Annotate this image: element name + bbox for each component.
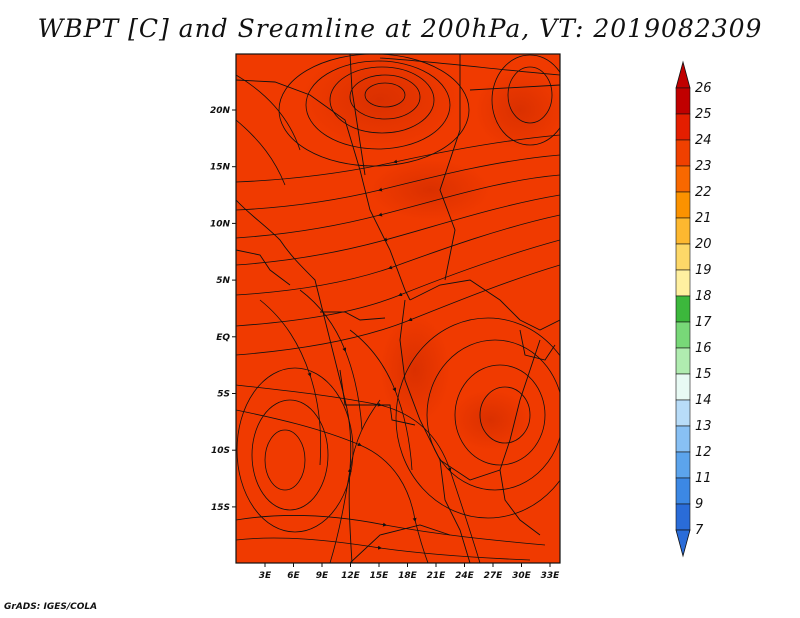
colorbar-segment <box>675 113 691 141</box>
colorbar-segment <box>675 347 691 375</box>
lon-tick-label: 18E <box>398 571 418 581</box>
colorbar-segment <box>675 425 691 453</box>
country-borders <box>236 54 560 563</box>
map-frame <box>235 53 561 564</box>
lon-tick-label: 30E <box>512 571 532 581</box>
colorbar-arrow-bottom <box>675 529 691 558</box>
colorbar-label: 14 <box>695 393 712 408</box>
longitude-axis: 3E 6E 9E 12E 15E 18E 21E 24E 27E 30E 33E <box>259 563 560 581</box>
lat-tick-label: EQ <box>216 333 230 343</box>
lat-tick-label: 10N <box>210 219 231 229</box>
colorbar-label: 20 <box>695 237 712 252</box>
colorbar-segment <box>675 269 691 297</box>
colorbar-segment <box>675 477 691 505</box>
chart-title: WBPT [C] and Sreamline at 200hPa, VT: 20… <box>37 14 763 43</box>
colorbar-segment <box>675 451 691 479</box>
colorbar-label: 26 <box>695 81 712 96</box>
lon-tick-label: 33E <box>541 571 561 581</box>
colorbar-segment <box>675 373 691 401</box>
lat-tick-label: 5S <box>217 390 230 400</box>
streamlines <box>236 54 560 563</box>
colorbar-segment <box>675 217 691 245</box>
colorbar-label: 21 <box>695 211 712 226</box>
colorbar-label: 24 <box>695 133 712 148</box>
colorbar-segment <box>675 503 691 531</box>
lon-tick-label: 21E <box>427 571 447 581</box>
colorbar-label: 7 <box>695 523 704 538</box>
lat-tick-label: 5N <box>216 276 230 286</box>
colorbar-segment <box>675 139 691 167</box>
colorbar-label: 23 <box>695 159 712 174</box>
colorbar-segment <box>675 295 691 323</box>
colorbar-label: 22 <box>695 185 712 200</box>
colorbar-label: 11 <box>695 471 712 486</box>
lon-tick-label: 27E <box>484 571 504 581</box>
colorbar-label: 15 <box>695 367 712 382</box>
latitude-axis: 20N 15N 10N 5N EQ 5S 10S 15S <box>210 106 236 513</box>
colorbar-label: 13 <box>695 419 712 434</box>
lon-tick-label: 24E <box>455 571 475 581</box>
lat-tick-label: 20N <box>210 106 231 116</box>
colorbar: 26 25 24 23 22 21 20 19 18 17 16 15 14 13 12 11 9 7 <box>675 60 712 558</box>
lat-tick-label: 15N <box>210 163 231 173</box>
colorbar-segment <box>675 399 691 427</box>
lon-tick-label: 15E <box>370 571 390 581</box>
colorbar-label: 18 <box>695 289 712 304</box>
colorbar-segment <box>675 87 691 115</box>
colorbar-label: 19 <box>695 263 712 278</box>
colorbar-label: 9 <box>695 497 703 512</box>
colorbar-segment <box>675 165 691 193</box>
lon-tick-label: 3E <box>259 571 272 581</box>
lat-tick-label: 10S <box>211 446 230 456</box>
colorbar-label: 16 <box>695 341 712 356</box>
grads-credit: GrADS: IGES/COLA <box>4 602 98 612</box>
colorbar-segment <box>675 321 691 349</box>
lon-tick-label: 12E <box>341 571 361 581</box>
wbpt-field <box>236 54 560 563</box>
colorbar-segment <box>675 191 691 219</box>
lon-tick-label: 6E <box>287 571 300 581</box>
colorbar-label: 25 <box>695 107 712 122</box>
lat-tick-label: 15S <box>211 503 230 513</box>
colorbar-arrow-top <box>675 60 691 89</box>
colorbar-label: 17 <box>695 315 712 330</box>
lon-tick-label: 9E <box>316 571 329 581</box>
colorbar-label: 12 <box>695 445 712 460</box>
colorbar-segment <box>675 243 691 271</box>
